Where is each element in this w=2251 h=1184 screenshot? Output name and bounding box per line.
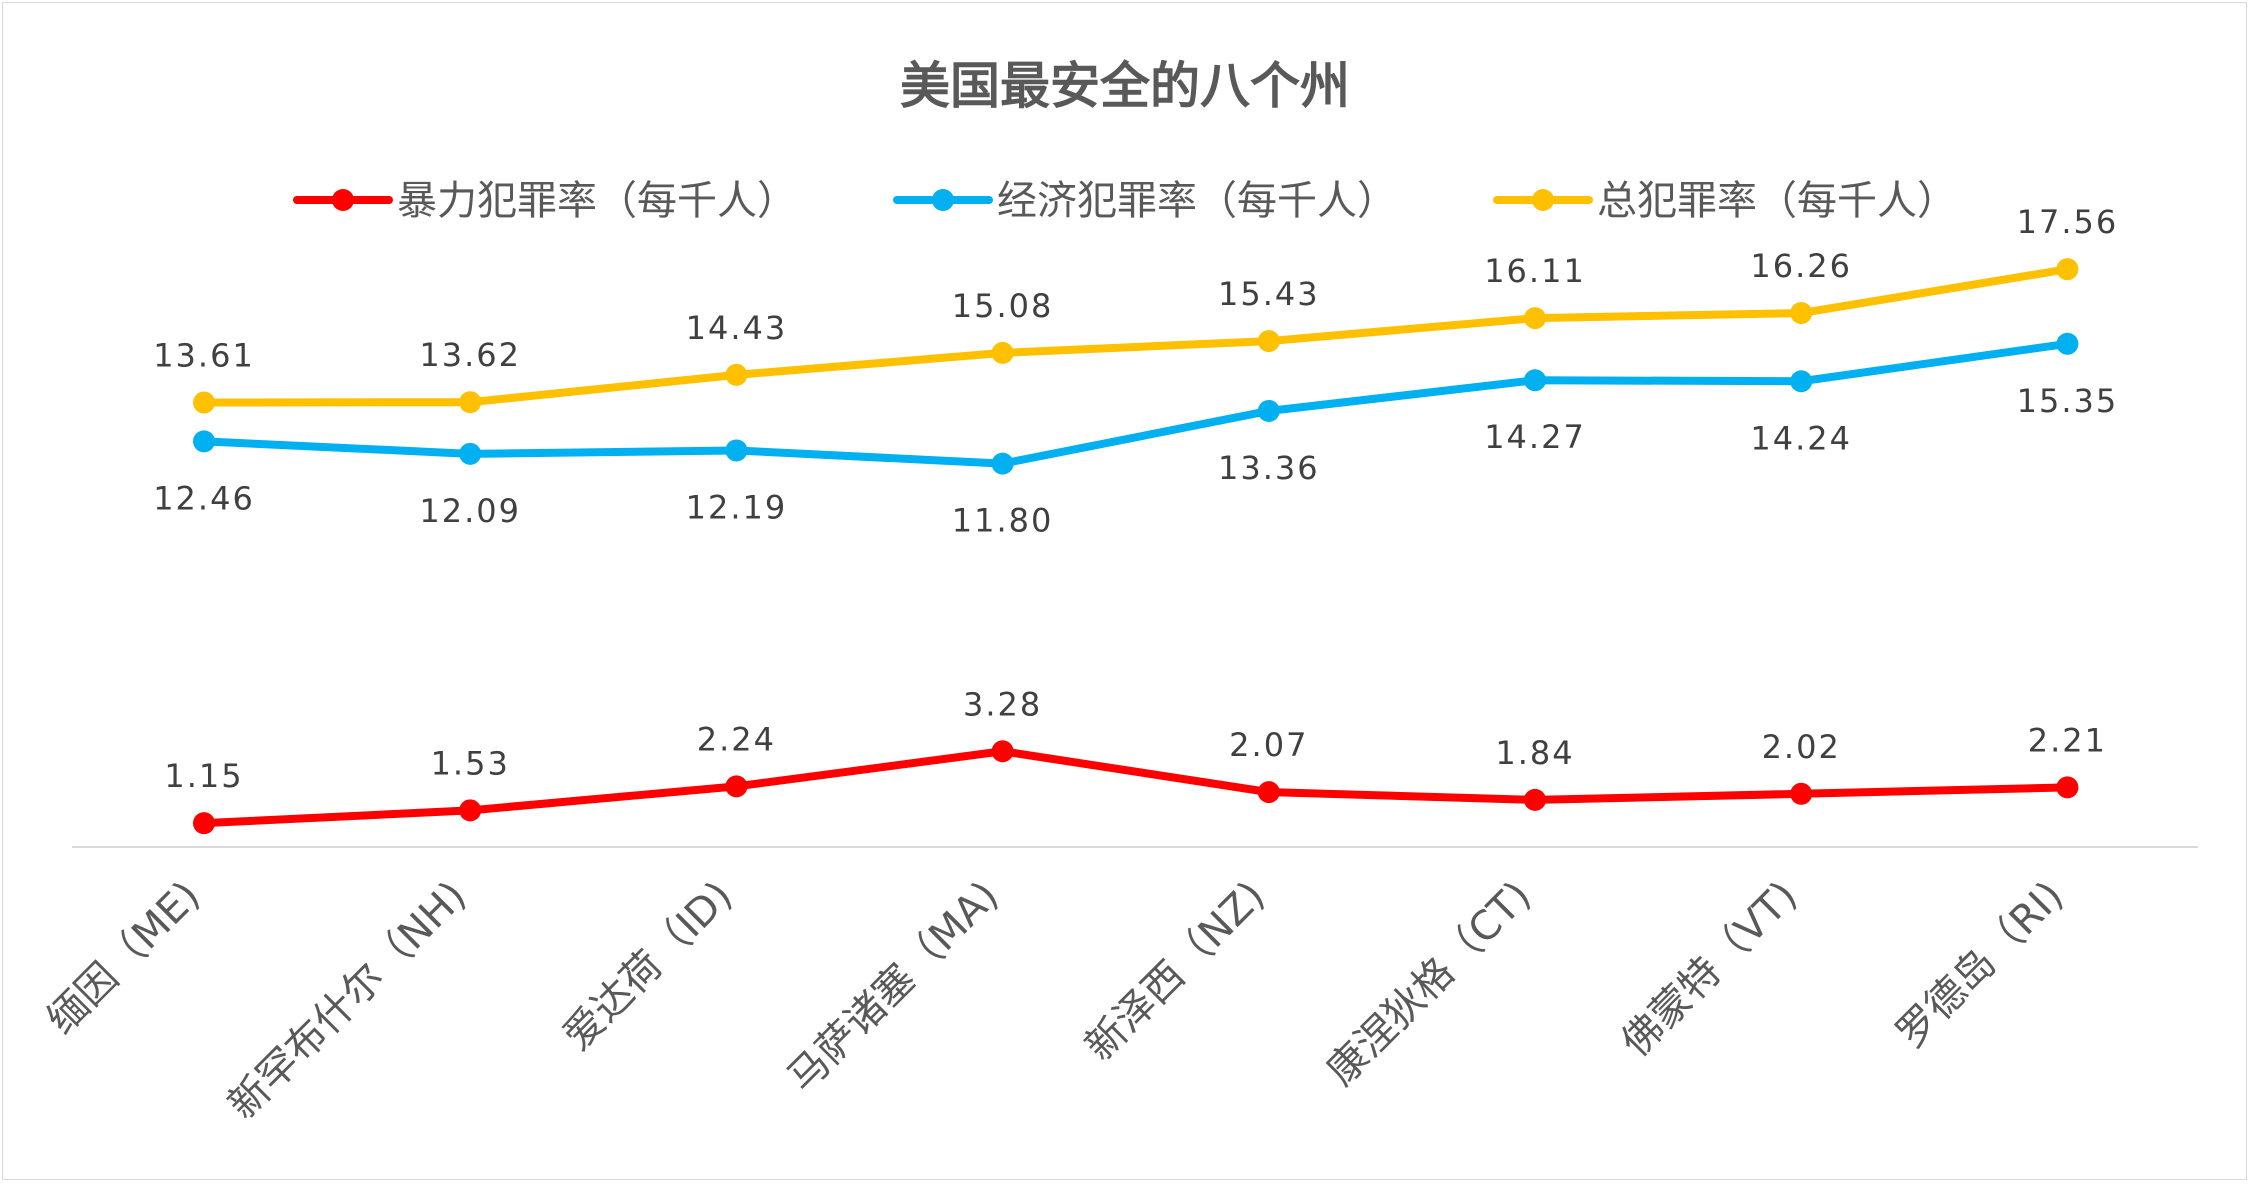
data-point [193,812,215,835]
data-point [2056,776,2079,799]
x-tick-label: 爱达荷（ID) [555,873,742,1060]
data-point [1257,399,1280,422]
data-point [725,775,748,798]
data-point [459,799,482,822]
legend-label: 经济犯罪率（每千人） [997,178,1397,224]
legend-marker [932,189,954,211]
x-tick-label: 佛蒙特（VT) [1613,873,1806,1066]
data-label: 3.28 [963,685,1042,723]
data-point [2056,332,2079,355]
series-line [200,339,2072,468]
series-line [200,747,2072,828]
data-label: 2.02 [1762,728,1841,766]
x-tick-label: 新泽西（NZ) [1077,873,1274,1070]
data-point [459,391,482,414]
data-point [991,341,1014,364]
data-label: 13.62 [419,336,521,374]
legend-label: 暴力犯罪率（每千人） [397,178,797,224]
data-point [193,430,215,453]
data-label: 16.11 [1484,252,1586,290]
legend-entry: 总犯罪率（每千人） [1493,178,1957,224]
data-point [459,442,482,465]
series-line [200,265,2072,407]
data-label: 13.36 [1218,449,1320,487]
data-label: 13.61 [153,337,255,375]
data-label: 2.07 [1229,726,1308,764]
data-label: 14.27 [1484,418,1586,456]
x-tick-label: 康涅狄格（CT) [1318,873,1540,1095]
legend-label: 总犯罪率（每千人） [1597,178,1957,224]
data-point [1524,307,1546,330]
x-tick-label: 马萨诸塞（MA) [779,873,1008,1102]
data-point [1257,330,1280,353]
data-label: 2.24 [697,720,776,758]
legend: 暴力犯罪率（每千人） 经济犯罪率（每千人） 总犯罪率（每千人） [293,178,1957,224]
data-label: 14.24 [1750,419,1852,457]
data-label: 15.08 [952,287,1054,325]
x-tick-label: 新罕布什尔（NH) [220,873,476,1129]
data-label: 12.09 [419,492,521,530]
legend-entry: 经济犯罪率（每千人） [893,178,1397,224]
plot-area: 缅因（ME) 新罕布什尔（NH) 爱达荷（ID) 马萨诸塞（MA) 新泽西（NZ) 康涅狄… [38,203,2198,1128]
data-point [991,452,1014,475]
data-label: 14.43 [686,309,788,347]
x-tick-label: 罗德岛（RI) [1888,873,2073,1058]
data-point [725,363,748,386]
legend-marker [1532,189,1554,211]
data-point [2056,258,2079,281]
data-point [725,439,748,462]
series-group: 12.46 12.09 12.19 11.80 13.36 14.27 14.24 15.35 [153,332,2119,540]
series-group: 1.15 1.53 2.24 3.28 2.07 1.84 2.02 2.21 [164,685,2107,835]
data-label: 15.35 [2017,382,2119,420]
data-label: 15.43 [1218,275,1320,313]
data-point [1790,782,1813,805]
data-label: 2.21 [2028,721,2107,759]
legend-entry: 暴力犯罪率（每千人） [293,178,797,224]
data-label: 1.15 [164,757,243,795]
data-label: 12.19 [686,488,788,526]
data-label: 11.80 [952,502,1054,540]
data-point [1790,302,1813,325]
data-label: 1.53 [431,744,510,782]
data-label: 12.46 [153,479,255,517]
data-point [1524,369,1546,392]
data-point [1257,781,1280,804]
chart-title: 美国最安全的八个州 [900,57,1350,115]
data-point [991,740,1014,763]
data-label: 16.26 [1750,247,1852,285]
x-tick-label: 缅因（ME) [38,873,209,1044]
data-label: 1.84 [1495,734,1574,772]
data-point [1524,788,1546,811]
data-point [193,391,215,414]
legend-marker [332,189,354,211]
data-label: 17.56 [2017,203,2119,241]
series-group: 13.61 13.62 14.43 15.08 15.43 16.11 16.26 17.56 [153,203,2119,414]
data-point [1790,370,1813,393]
